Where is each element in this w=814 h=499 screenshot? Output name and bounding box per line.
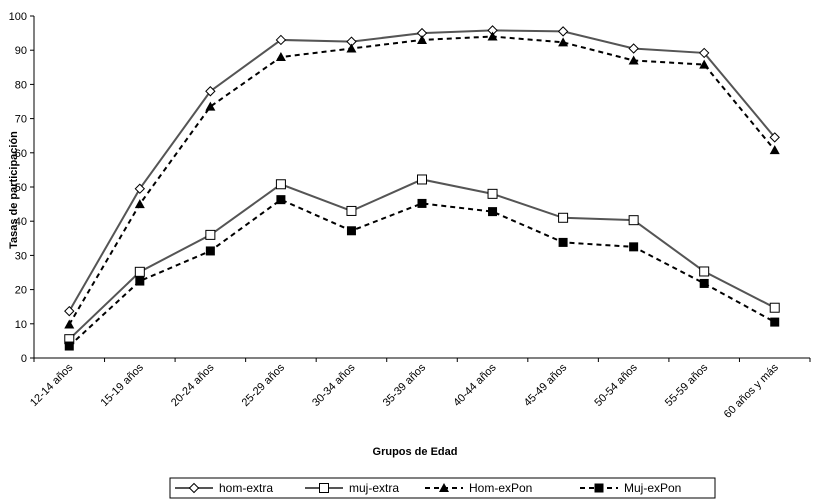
data-point-muj-expon bbox=[64, 341, 74, 351]
data-point-muj-extra bbox=[558, 212, 569, 223]
data-point-muj-extra bbox=[346, 205, 357, 216]
data-point-muj-expon bbox=[346, 226, 356, 236]
data-point-muj-extra bbox=[275, 179, 286, 190]
y-tick-label: 90 bbox=[15, 45, 27, 57]
y-tick-label: 0 bbox=[21, 353, 27, 365]
data-point-muj-expon bbox=[205, 246, 215, 256]
y-tick-label: 30 bbox=[15, 250, 27, 262]
y-tick-label: 10 bbox=[15, 319, 27, 331]
legend-item-hom-expon: Hom-exPon bbox=[425, 481, 532, 495]
data-point-hom-extra bbox=[275, 34, 287, 46]
y-tick-label: 70 bbox=[15, 114, 27, 126]
legend-label: hom-extra bbox=[219, 481, 273, 495]
data-point-muj-expon bbox=[417, 198, 427, 208]
data-point-hom-extra bbox=[134, 183, 146, 194]
data-point-hom-expon bbox=[275, 52, 286, 62]
x-tick-label: 40-44 años bbox=[451, 361, 499, 409]
x-tick-label: 45-49 años bbox=[522, 361, 570, 409]
data-point-muj-expon bbox=[488, 207, 498, 217]
x-tick-label: 50-54 años bbox=[592, 361, 640, 409]
data-point-hom-expon bbox=[134, 199, 145, 209]
legend-label: Muj-exPon bbox=[624, 481, 681, 495]
data-point-hom-expon bbox=[417, 34, 427, 44]
data-point-muj-extra bbox=[134, 266, 145, 277]
data-point-hom-expon bbox=[487, 31, 498, 41]
x-axis-title: Grupos de Edad bbox=[373, 446, 458, 458]
y-tick-label: 60 bbox=[15, 148, 27, 160]
data-point-muj-extra bbox=[417, 174, 427, 185]
data-point-hom-extra bbox=[698, 47, 710, 59]
plot-area: 0 10 20 30 40 50 60 70 80 90 100 12-14 años 15-19 añ… bbox=[9, 11, 811, 421]
y-tick-label: 20 bbox=[15, 285, 27, 297]
series-line-muj-expon bbox=[68, 198, 776, 347]
data-point-hom-extra bbox=[628, 43, 639, 54]
y-axis-title: Tasas de participación bbox=[8, 131, 20, 249]
y-tick-label: 80 bbox=[15, 79, 27, 91]
x-tick-label: 15-19 años bbox=[99, 361, 147, 409]
x-tick-label: 55-59 años bbox=[663, 361, 711, 409]
y-tick-label: 100 bbox=[9, 11, 27, 23]
legend: hom-extra muj-extra Hom-exPon Muj-exPon bbox=[169, 477, 716, 499]
data-point-muj-expon bbox=[276, 195, 286, 205]
x-tick-label: 30-34 años bbox=[310, 361, 358, 409]
data-point-muj-expon bbox=[629, 242, 639, 252]
data-point-muj-extra bbox=[769, 302, 780, 313]
legend-item-hom-extra: hom-extra bbox=[175, 481, 273, 495]
data-point-hom-extra bbox=[769, 132, 780, 143]
data-point-muj-extra bbox=[628, 215, 639, 226]
legend-label: muj-extra bbox=[349, 481, 399, 495]
data-point-hom-expon bbox=[699, 59, 710, 69]
legend-item-muj-expon: Muj-exPon bbox=[580, 481, 681, 495]
data-point-muj-expon bbox=[135, 276, 145, 286]
legend-swatch-marker bbox=[188, 482, 200, 494]
legend-swatch-marker bbox=[439, 483, 449, 492]
data-point-hom-extra bbox=[205, 86, 216, 97]
x-tick-label: 25-29 años bbox=[240, 361, 288, 409]
data-point-hom-expon bbox=[346, 43, 357, 53]
data-point-muj-extra bbox=[699, 266, 710, 277]
x-tick-label: 60 años y más bbox=[722, 361, 781, 420]
data-point-muj-extra bbox=[205, 229, 216, 240]
legend-label: Hom-exPon bbox=[469, 481, 532, 495]
data-point-hom-expon bbox=[558, 37, 569, 47]
legend-swatch-marker bbox=[594, 483, 604, 493]
x-tick-label: 35-39 años bbox=[381, 361, 429, 409]
legend-item-muj-extra: muj-extra bbox=[305, 481, 399, 495]
legend-swatch-marker bbox=[319, 483, 329, 493]
data-point-hom-expon bbox=[628, 55, 639, 65]
data-point-hom-expon bbox=[769, 145, 780, 155]
series-line-hom-extra bbox=[68, 29, 776, 312]
data-point-hom-expon bbox=[205, 101, 216, 111]
data-point-muj-extra bbox=[487, 188, 498, 199]
data-point-muj-expon bbox=[770, 317, 780, 327]
data-point-muj-expon bbox=[699, 278, 709, 288]
y-tick-label: 50 bbox=[15, 182, 27, 194]
x-tick-label: 20-24 años bbox=[169, 361, 217, 409]
data-point-hom-expon bbox=[64, 319, 75, 329]
data-point-muj-expon bbox=[558, 237, 568, 247]
x-tick-label: 12-14 años bbox=[28, 361, 76, 409]
data-point-hom-extra bbox=[64, 305, 75, 317]
y-tick-label: 40 bbox=[15, 216, 27, 228]
data-point-hom-extra bbox=[557, 26, 569, 37]
